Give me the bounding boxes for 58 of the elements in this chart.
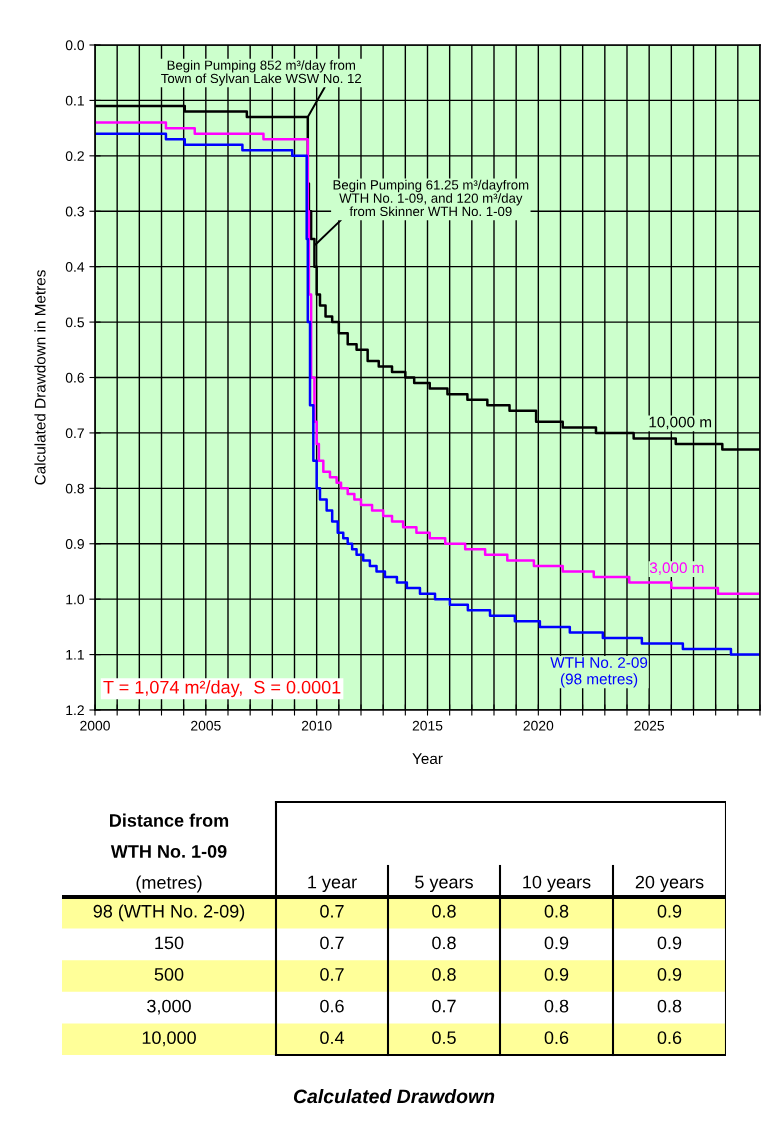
- series-label: WTH No. 2-09 (98 metres): [550, 657, 648, 688]
- annotation: Begin Pumping 852 m³/day from Town of Sylvan Lake WSW No. 12: [161, 60, 362, 86]
- category-label: 98 (WTH No. 2-09): [93, 904, 245, 922]
- text: 0.8: [432, 904, 456, 918]
- y-tick-label: 0.9: [65, 539, 84, 549]
- text: 0.8: [544, 999, 569, 1013]
- text: 0.6: [544, 1031, 569, 1045]
- text: 0.8: [544, 904, 569, 918]
- x-tick-label: 2025: [634, 720, 665, 731]
- text: 0.8: [657, 999, 682, 1013]
- category-label: 500: [154, 968, 184, 981]
- category-label: 10,000: [142, 1031, 196, 1047]
- text: Calculated Drawdown: [293, 1088, 495, 1104]
- y-tick-label: 0.2: [65, 151, 84, 161]
- text: 0.7: [320, 936, 344, 950]
- text: 0.5: [432, 1031, 456, 1045]
- category-label: 3,000: [147, 999, 191, 1015]
- y-tick-label: 0.5: [65, 317, 84, 328]
- y-tick-label: 1.2: [66, 705, 84, 716]
- text: 0.9: [544, 968, 569, 981]
- category-label: 10 years: [523, 875, 591, 892]
- text: 0.9: [657, 904, 682, 918]
- text: 0.7: [320, 968, 344, 981]
- y-axis-title: Calculated Drawdown in Metres: [34, 270, 46, 485]
- annotation: Begin Pumping 61.25 m³/dayfrom WTH No. 1-09, and 120 m³/day from Skinner WTH No. 1-09: [333, 179, 529, 217]
- y-tick-label: 0.7: [65, 428, 84, 439]
- y-tick-label: 0.1: [65, 95, 84, 106]
- text: 0.8: [432, 968, 456, 981]
- text: 0.4: [320, 1031, 345, 1045]
- y-tick-label: 0.0: [65, 40, 85, 51]
- series-label: 3,000 m: [649, 562, 704, 575]
- category-label: 150: [155, 936, 184, 950]
- text: Distance from WTH No. 1-09 (metres): [110, 813, 229, 893]
- x-tick-label: 2010: [301, 720, 332, 731]
- category-label: 5 years: [415, 875, 473, 892]
- y-tick-label: 0.8: [65, 483, 84, 494]
- y-tick-label: 0.6: [65, 372, 84, 383]
- text: 0.9: [544, 936, 569, 950]
- category-label: 1 year: [308, 875, 357, 892]
- text: 0.7: [432, 999, 456, 1013]
- x-tick-label: 2020: [523, 720, 554, 731]
- category-label: 20 years: [635, 875, 704, 892]
- text: 0.6: [320, 999, 344, 1013]
- text: 0.8: [432, 936, 456, 950]
- text: 0.6: [657, 1031, 682, 1045]
- x-tick-label: 2000: [80, 720, 110, 731]
- text: 0.9: [657, 936, 682, 950]
- annotation: T = 1,074 m²/day, S = 0.0001: [103, 680, 341, 698]
- y-tick-label: 1.1: [66, 650, 84, 660]
- text: 0.9: [657, 968, 682, 981]
- x-tick-label: 2015: [412, 720, 443, 731]
- y-tick-label: 1.0: [66, 594, 85, 605]
- x-axis-title: Year: [412, 753, 443, 765]
- y-tick-label: 0.3: [65, 206, 84, 217]
- text: 0.7: [320, 904, 344, 918]
- y-tick-label: 0.4: [65, 262, 85, 272]
- x-tick-label: 2005: [191, 720, 221, 731]
- series-label: 10,000 m: [649, 416, 712, 430]
